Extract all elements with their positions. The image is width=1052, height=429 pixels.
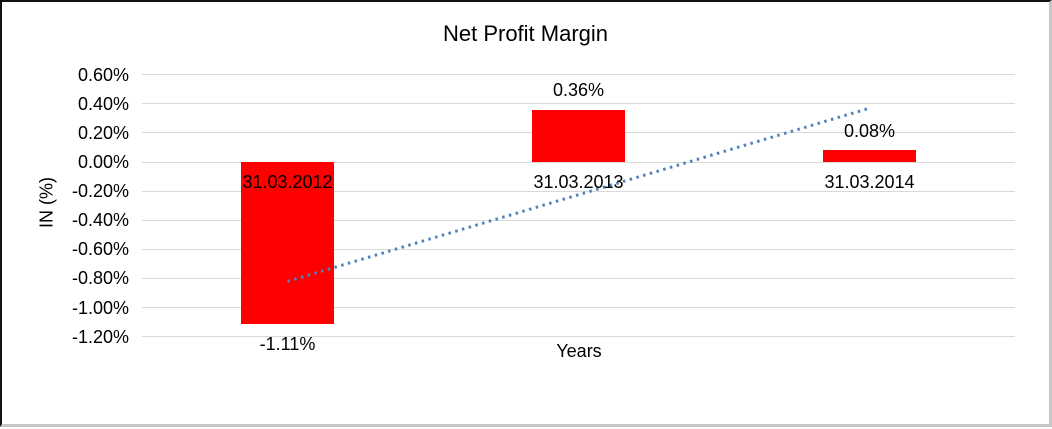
plot-area: 0.60% 0.40% 0.20% 0.00% -0.20% -0.40% -0.60% -0… xyxy=(2,2,1049,424)
bar-value-label: -1.11% xyxy=(259,334,316,355)
y-tick-label: -0.20% xyxy=(71,181,129,202)
labels-layer: 31.03.2012 -1.11% 31.03.2013 0.36% 31.03.201… xyxy=(2,2,1049,424)
bar-category-label: 31.03.2014 xyxy=(824,171,915,192)
y-tick-label: -1.00% xyxy=(71,297,129,318)
y-tick-label: -0.40% xyxy=(71,210,129,231)
y-tick-label: 0.00% xyxy=(77,152,129,172)
gridline xyxy=(142,307,1015,309)
gridline xyxy=(142,336,1015,338)
y-tick-label: 0.20% xyxy=(77,122,129,143)
bar-value-label: 0.36% xyxy=(552,80,605,101)
y-tick-label: -0.80% xyxy=(71,268,129,289)
bar-category-label: 31.03.2012 xyxy=(242,171,333,192)
y-tick-label: -0.60% xyxy=(71,239,129,260)
y-tick-label: 0.40% xyxy=(77,93,129,114)
y-tick-label: 0.60% xyxy=(77,64,129,85)
x-axis-title: Years xyxy=(556,341,602,361)
y-tick-label: -1.20% xyxy=(71,326,129,347)
gridline xyxy=(142,103,1015,105)
bar-category-label: 31.03.2013 xyxy=(533,171,624,192)
gridline xyxy=(142,74,1015,76)
chart-title: Net Profit Margin xyxy=(442,21,609,46)
bar-value-label: 0.08% xyxy=(843,120,896,141)
